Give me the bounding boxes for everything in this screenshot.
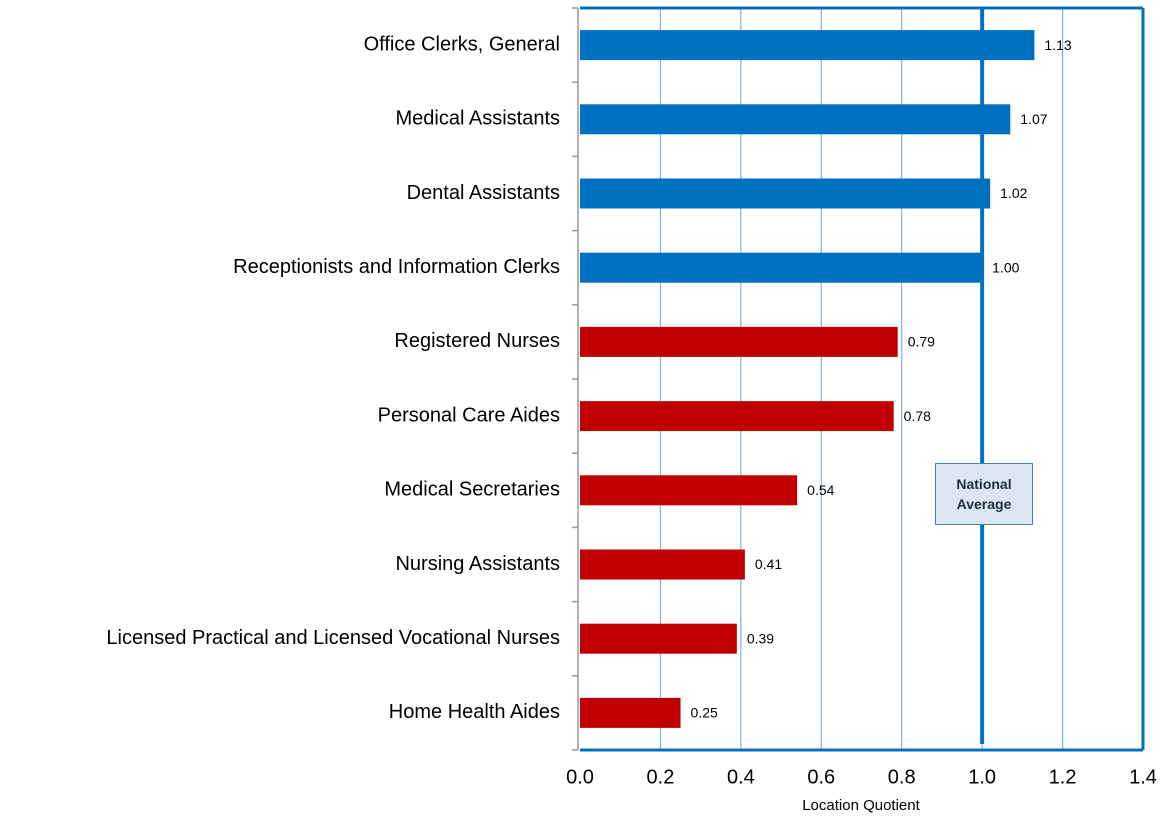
y-tick-label: Medical Secretaries bbox=[384, 479, 560, 501]
y-tick-label: Dental Assistants bbox=[407, 182, 560, 204]
bar bbox=[580, 549, 745, 580]
bar bbox=[580, 178, 991, 209]
y-tick-label: Receptionists and Information Clerks bbox=[233, 256, 560, 278]
value-label: 0.41 bbox=[755, 556, 782, 572]
bar bbox=[580, 252, 983, 283]
bar bbox=[580, 401, 894, 432]
bar bbox=[580, 30, 1035, 61]
x-tick-label: 0.4 bbox=[727, 766, 755, 788]
y-tick-label: Home Health Aides bbox=[389, 701, 560, 723]
y-tick-label: Nursing Assistants bbox=[395, 553, 560, 575]
x-tick-label: 1.2 bbox=[1049, 766, 1077, 788]
value-label: 0.54 bbox=[807, 482, 834, 498]
value-label: 1.13 bbox=[1044, 37, 1071, 53]
x-tick-label: 0.6 bbox=[807, 766, 835, 788]
bar bbox=[580, 623, 737, 654]
x-tick-label: 0.2 bbox=[647, 766, 675, 788]
bar bbox=[580, 697, 681, 728]
reference-label: National Average bbox=[935, 463, 1033, 525]
value-label: 0.79 bbox=[908, 334, 935, 350]
y-tick-label: Medical Assistants bbox=[395, 108, 560, 130]
value-label: 1.02 bbox=[1000, 185, 1027, 201]
bar bbox=[580, 326, 898, 357]
y-tick-label: Licensed Practical and Licensed Vocation… bbox=[106, 627, 560, 649]
bar bbox=[580, 104, 1011, 135]
value-label: 1.00 bbox=[992, 259, 1019, 275]
y-tick-label: Office Clerks, General bbox=[364, 33, 560, 55]
x-tick-label: 1.0 bbox=[968, 766, 996, 788]
x-axis-label: Location Quotient bbox=[802, 797, 920, 814]
value-label: 0.39 bbox=[747, 630, 774, 646]
y-tick-label: Registered Nurses bbox=[394, 330, 560, 352]
y-tick-label: Personal Care Aides bbox=[378, 404, 560, 426]
x-tick-label: 0.0 bbox=[566, 766, 594, 788]
x-tick-label: 0.8 bbox=[888, 766, 916, 788]
value-label: 0.25 bbox=[691, 705, 718, 721]
x-tick-label: 1.4 bbox=[1129, 766, 1157, 788]
bar bbox=[580, 475, 798, 506]
value-label: 1.07 bbox=[1020, 111, 1047, 127]
value-label: 0.78 bbox=[904, 408, 931, 424]
